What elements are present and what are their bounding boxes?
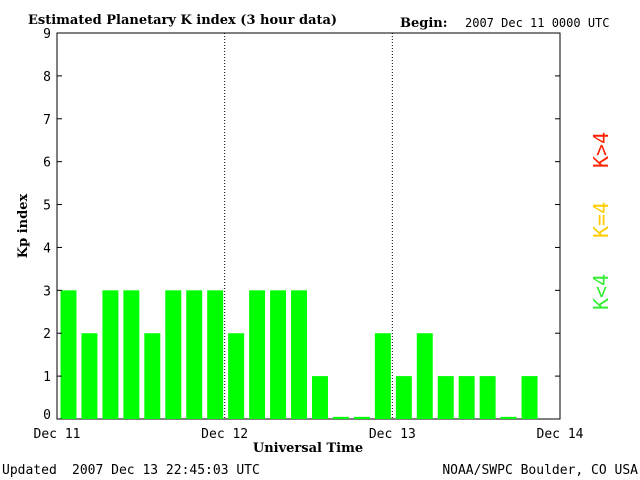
kp-bar — [60, 290, 77, 419]
x-tick-label: Dec 12 — [201, 427, 248, 442]
kp-bar — [144, 333, 161, 419]
x-tick-label: Dec 13 — [369, 427, 416, 442]
y-tick-label: 8 — [43, 70, 51, 85]
kp-bar — [437, 376, 454, 419]
kp-bar — [270, 290, 287, 419]
kp-bar — [479, 376, 496, 419]
kp-bar — [207, 290, 224, 419]
y-tick-label: 1 — [43, 370, 51, 385]
y-tick-label: 6 — [43, 156, 51, 171]
y-axis-label: Kp index — [16, 194, 31, 259]
kp-bar — [123, 290, 140, 419]
y-tick-label: 2 — [43, 327, 51, 342]
x-axis-ticks: Dec 11 Dec 12 Dec 13 Dec 14 — [34, 427, 584, 442]
kp-bar — [81, 333, 98, 419]
plot-frame — [56, 32, 561, 420]
legend-item-above-4: K>4 — [589, 132, 613, 168]
kp-bar — [291, 290, 307, 419]
kp-bar — [228, 333, 245, 419]
day-dividers — [224, 33, 393, 419]
kp-bar — [165, 290, 182, 419]
kp-bar — [395, 376, 412, 419]
kp-bar — [458, 376, 475, 419]
begin-value: 2007 Dec 11 0000 UTC — [465, 16, 610, 30]
kp-bar — [353, 416, 370, 419]
y-tick-label: 0 — [43, 408, 51, 423]
kp-bar — [312, 376, 328, 419]
kp-bar — [249, 290, 266, 419]
y-axis-ticks: 0 1 2 3 4 5 6 7 8 9 — [43, 27, 560, 423]
legend-item-equal-4: K=4 — [589, 202, 613, 238]
kp-bar — [521, 376, 538, 419]
kp-bar — [500, 416, 517, 419]
legend-item-below-4: K<4 — [589, 274, 613, 310]
kp-bar — [102, 290, 119, 419]
updated-label: Updated — [2, 463, 57, 478]
y-tick-label: 4 — [43, 241, 51, 256]
source-label: NOAA/SWPC Boulder, CO USA — [442, 463, 638, 478]
x-tick-label: Dec 14 — [537, 427, 584, 442]
x-tick-label: Dec 11 — [34, 427, 81, 442]
begin-label: Begin: — [400, 16, 448, 31]
updated-value: 2007 Dec 13 22:45:03 UTC — [72, 463, 260, 478]
y-tick-label: 7 — [43, 113, 51, 128]
y-tick-label: 3 — [43, 284, 51, 299]
y-tick-label: 9 — [43, 27, 51, 42]
chart-title: Estimated Planetary K index (3 hour data… — [28, 13, 337, 28]
bars — [60, 290, 538, 419]
kp-bar — [374, 333, 391, 419]
kp-bar — [332, 416, 349, 419]
y-tick-label: 5 — [43, 199, 51, 214]
kp-bar — [416, 333, 433, 419]
kp-bar — [186, 290, 203, 419]
x-axis-label: Universal Time — [253, 441, 363, 456]
